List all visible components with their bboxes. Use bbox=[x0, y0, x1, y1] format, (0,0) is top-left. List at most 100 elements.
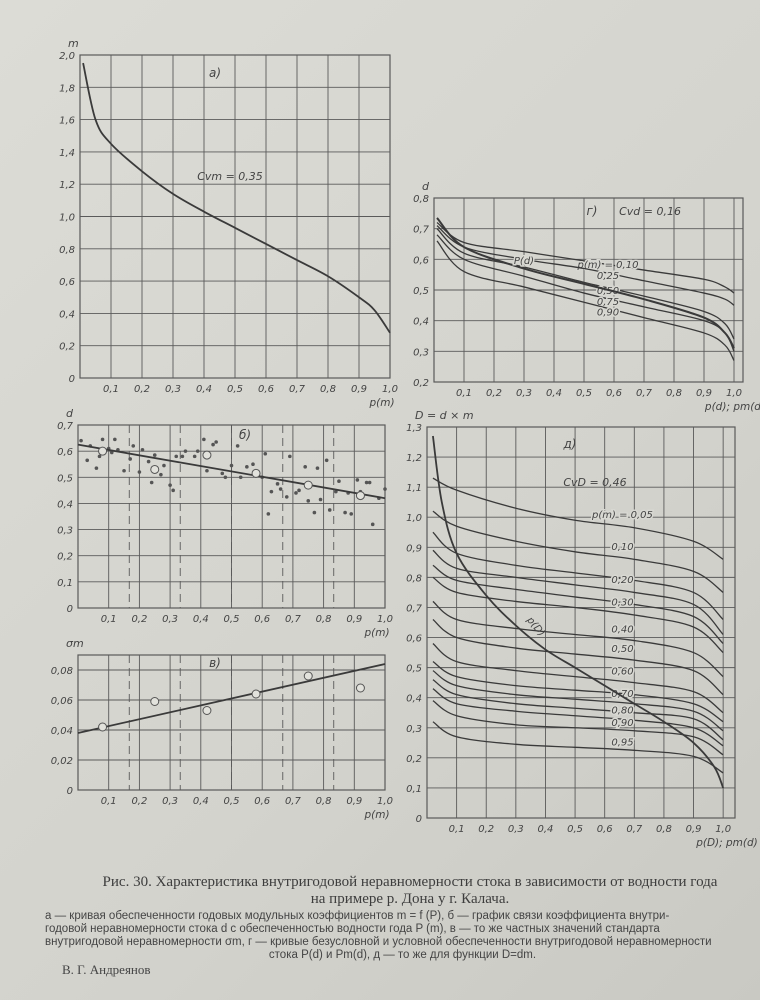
y-tick-label: 0 bbox=[67, 604, 73, 615]
data-point bbox=[152, 453, 157, 457]
data-point bbox=[100, 437, 105, 442]
mean-point bbox=[355, 683, 365, 693]
x-tick-label: 0,4 bbox=[538, 824, 554, 835]
x-tick-label: 0,2 bbox=[131, 614, 147, 625]
data-point bbox=[315, 466, 320, 470]
x-tick-label: 1,0 bbox=[382, 384, 398, 395]
data-point bbox=[171, 488, 175, 493]
panel-label: в) bbox=[209, 656, 221, 670]
data-point bbox=[128, 457, 132, 461]
data-point bbox=[288, 454, 292, 459]
data-point bbox=[162, 463, 166, 468]
mean-point bbox=[150, 464, 160, 474]
series-curve bbox=[432, 549, 724, 635]
data-point bbox=[192, 454, 197, 459]
fit-line bbox=[77, 663, 386, 734]
series-curve bbox=[432, 564, 724, 645]
x-tick-label: 0,7 bbox=[285, 796, 302, 807]
x-tick-label: 0,8 bbox=[320, 384, 336, 395]
y-tick-label: 1,4 bbox=[59, 148, 75, 159]
y-tick-label: 0,08 bbox=[51, 666, 73, 677]
data-point bbox=[97, 454, 102, 459]
series-label: 0,25 bbox=[597, 271, 619, 282]
x-tick-label: 0,9 bbox=[686, 824, 702, 835]
series-label: 0,10 bbox=[611, 542, 633, 553]
data-point bbox=[122, 468, 126, 473]
x-tick-label: 0,4 bbox=[193, 796, 209, 807]
series-label: p(m) = 0,10 bbox=[577, 260, 639, 271]
y-tick-label: 0,8 bbox=[406, 573, 422, 584]
data-point bbox=[337, 479, 341, 484]
series-label: 0,60 bbox=[611, 667, 633, 678]
x-tick-label: 0,9 bbox=[346, 796, 362, 807]
mean-point bbox=[355, 491, 365, 501]
data-point bbox=[235, 444, 240, 448]
data-point bbox=[180, 454, 185, 459]
x-tick-label: 0,2 bbox=[478, 824, 494, 835]
x-tick-label: 0,8 bbox=[666, 388, 682, 399]
y-tick-label: 0,04 bbox=[51, 726, 73, 737]
data-point bbox=[205, 468, 209, 473]
x-tick-label: 0,3 bbox=[162, 614, 178, 625]
y-axis-label: σm bbox=[66, 637, 84, 650]
y-tick-label: 0,6 bbox=[57, 447, 73, 458]
chart-g: 0,2 0,3 0,4 0,5 0,6 0,7 0,8 0,1 0,2 0,3 0,4 0,5 0,6 0… bbox=[413, 180, 760, 413]
series-label: P(d) bbox=[514, 256, 534, 267]
x-tick-label: 0,5 bbox=[567, 824, 583, 835]
data-point bbox=[343, 510, 347, 515]
cv-annotation: Cvd = 0,16 bbox=[619, 205, 681, 218]
series-label: 0,90 bbox=[611, 718, 633, 729]
x-tick-label: 0,5 bbox=[224, 796, 240, 807]
data-point bbox=[229, 463, 234, 468]
data-point bbox=[238, 475, 243, 480]
series-label: 0,40 bbox=[611, 625, 633, 636]
series-curve bbox=[432, 688, 724, 747]
y-tick-label: 2,0 bbox=[59, 51, 75, 62]
x-tick-label: 0,7 bbox=[636, 388, 653, 399]
y-tick-label: 0,4 bbox=[406, 694, 422, 705]
mean-point bbox=[251, 689, 261, 699]
y-tick-label: 0,2 bbox=[413, 378, 429, 389]
mean-point bbox=[303, 480, 313, 490]
x-tick-label: 0,4 bbox=[546, 388, 562, 399]
y-tick-label: 0,2 bbox=[59, 342, 75, 353]
y-tick-label: 0,02 bbox=[51, 756, 73, 767]
series-label: 0,90 bbox=[597, 308, 619, 319]
series-curve bbox=[432, 600, 724, 678]
fit-line bbox=[77, 443, 386, 500]
series-curve bbox=[432, 618, 724, 696]
chart-d: 0 0,1 0,2 0,3 0,4 0,5 0,6 0,7 0,8 0,9 1,0 1,1 1,2 1,3… bbox=[406, 409, 758, 849]
caption-description-3: внутригодовой неравномерности σm, г — кр… bbox=[45, 936, 712, 948]
data-point bbox=[349, 512, 354, 516]
data-point bbox=[149, 480, 154, 485]
x-tick-label: 0,3 bbox=[508, 824, 524, 835]
mean-point bbox=[202, 450, 212, 460]
y-tick-label: 0,6 bbox=[413, 255, 429, 266]
y-tick-label: 0,3 bbox=[413, 347, 429, 358]
series-label: 0,80 bbox=[611, 706, 633, 717]
mean-point bbox=[202, 706, 212, 715]
data-point bbox=[263, 451, 268, 456]
series-curve bbox=[432, 670, 724, 732]
series-curve bbox=[432, 477, 724, 560]
data-point bbox=[220, 471, 225, 476]
x-axis-label: p(m) bbox=[368, 397, 394, 409]
data-point bbox=[140, 448, 145, 452]
y-tick-label: 0,06 bbox=[51, 696, 73, 707]
y-tick-label: 0,6 bbox=[59, 277, 75, 288]
x-tick-label: 0,9 bbox=[351, 384, 367, 395]
series-curve bbox=[432, 679, 724, 741]
cv-annotation: Cvm = 0,35 bbox=[197, 170, 263, 183]
data-point bbox=[370, 522, 375, 527]
x-tick-label: 1,0 bbox=[377, 614, 393, 625]
data-point bbox=[113, 437, 117, 442]
data-point bbox=[174, 454, 179, 459]
series-curve bbox=[432, 510, 724, 593]
y-tick-label: 0,4 bbox=[57, 499, 73, 510]
y-tick-label: 0,1 bbox=[406, 784, 422, 795]
y-tick-label: 0,3 bbox=[57, 526, 73, 537]
y-tick-label: 1,8 bbox=[59, 83, 75, 94]
series-label: 0,50 bbox=[611, 644, 633, 655]
mean-point bbox=[251, 468, 261, 478]
y-tick-label: 0,5 bbox=[57, 473, 73, 484]
